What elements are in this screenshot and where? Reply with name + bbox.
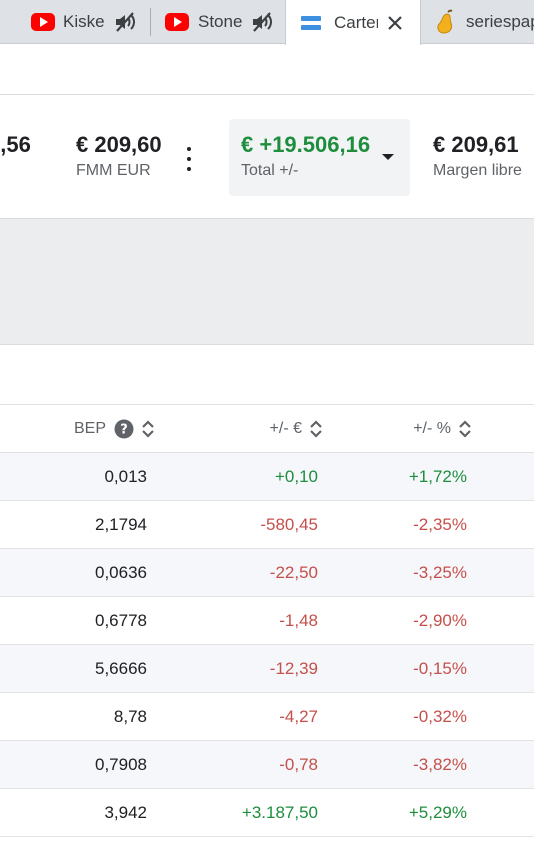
fmm-value: € 209,60	[76, 132, 162, 157]
abs-change-cell: -580,45	[260, 515, 318, 534]
table-row[interactable]: 3,942 +3.187,50 +5,29%	[0, 789, 534, 837]
table-row[interactable]: 2,1794 -580,45 -2,35%	[0, 501, 534, 549]
abs-change-cell: -22,50	[269, 563, 318, 582]
table-row[interactable]: 0,7908 -0,78 -3,82%	[0, 741, 534, 789]
total-metric: € +19.506,16 Total +/-	[241, 132, 370, 180]
browser-toolbar	[0, 45, 534, 95]
abs-change-cell: +3.187,50	[241, 803, 318, 822]
table-row[interactable]: 0,013 +0,10 +1,72%	[0, 453, 534, 501]
tab-label: Carter	[334, 12, 378, 32]
table-row[interactable]: 0,0636 -22,50 -3,25%	[0, 549, 534, 597]
partial-value: 1,56	[0, 132, 31, 157]
sort-icon[interactable]	[142, 420, 154, 438]
abs-change-cell: -12,39	[269, 659, 318, 678]
column-header-label: BEP	[73, 420, 106, 437]
partial-metric: 1,56	[0, 132, 31, 158]
sort-icon[interactable]	[459, 420, 471, 438]
tab-label: Stone	[198, 12, 243, 31]
pct-change-cell: -0,32%	[413, 707, 467, 726]
pct-change-cell: -2,90%	[413, 611, 467, 630]
close-icon[interactable]	[384, 12, 406, 34]
pct-change-cell: -2,35%	[413, 515, 467, 534]
pear-icon	[437, 9, 453, 34]
tab-carter[interactable]: Carter	[285, 0, 421, 45]
abs-change-cell: -0,78	[279, 755, 318, 774]
bep-cell: 0,6778	[95, 611, 147, 630]
margin-metric: € 209,61 Margen libre	[433, 132, 522, 180]
total-label: Total +/-	[241, 162, 299, 179]
tab-seriespapa[interactable]: seriespapa	[421, 0, 534, 44]
bep-cell: 3,942	[104, 803, 147, 822]
table-row[interactable]: 8,78 -4,27 -0,32%	[0, 693, 534, 741]
pct-change-cell: +1,72%	[408, 467, 467, 486]
table-row[interactable]: 0,6778 -1,48 -2,90%	[0, 597, 534, 645]
bep-cell: 0,013	[104, 467, 147, 486]
total-metric-card[interactable]: € +19.506,16 Total +/-	[229, 119, 410, 196]
table-row[interactable]: 5,6666 -12,39 -0,15%	[0, 645, 534, 693]
column-header-pct[interactable]: +/- %	[413, 405, 471, 453]
column-header-abs[interactable]: +/- €	[270, 405, 322, 453]
margin-value: € 209,61	[433, 132, 519, 157]
portfolio-summary: 1,56 € 209,60 FMM EUR € +19.506,16 Total…	[0, 96, 534, 218]
portfolio-icon	[301, 15, 321, 30]
mute-icon[interactable]	[113, 11, 137, 33]
youtube-icon	[165, 13, 189, 31]
browser-tab-strip: Kiske Stone Carter seriespapa	[0, 0, 534, 45]
abs-change-cell: -4,27	[279, 707, 318, 726]
mute-icon[interactable]	[250, 11, 274, 33]
pct-change-cell: -3,25%	[413, 563, 467, 582]
column-header-bep[interactable]: BEP ?	[74, 405, 154, 453]
pct-change-cell: -0,15%	[413, 659, 467, 678]
fmm-label: FMM EUR	[76, 162, 151, 179]
column-header-label: +/- %	[413, 420, 451, 437]
help-icon[interactable]: ?	[114, 419, 134, 439]
bep-cell: 0,7908	[95, 755, 147, 774]
column-header-label: +/- €	[269, 420, 302, 437]
tab-kiske[interactable]: Kiske	[0, 0, 151, 44]
dropdown-caret-icon[interactable]	[382, 154, 394, 160]
tab-label: Kiske	[63, 12, 105, 31]
bep-cell: 2,1794	[95, 515, 147, 534]
pct-change-cell: +5,29%	[408, 803, 467, 822]
tab-label: seriespapa	[466, 12, 534, 31]
bep-cell: 0,0636	[95, 563, 147, 582]
abs-change-cell: +0,10	[274, 467, 318, 486]
toolbar-spacer	[0, 345, 534, 405]
fmm-metric: € 209,60 FMM EUR	[76, 132, 162, 180]
sort-icon[interactable]	[310, 420, 322, 438]
chart-area	[0, 218, 534, 345]
tab-stone[interactable]: Stone	[151, 0, 285, 44]
more-options-icon[interactable]	[186, 147, 192, 171]
pct-change-cell: -3,82%	[413, 755, 467, 774]
bep-cell: 8,78	[113, 707, 147, 726]
margin-label: Margen libre	[433, 162, 522, 179]
table-header: BEP ? +/- € +/- %	[0, 405, 534, 453]
svg-text:?: ?	[120, 423, 128, 438]
bep-cell: 5,6666	[95, 659, 147, 678]
total-value: € +19.506,16	[241, 132, 371, 157]
youtube-icon	[31, 13, 55, 31]
abs-change-cell: -1,48	[279, 611, 318, 630]
